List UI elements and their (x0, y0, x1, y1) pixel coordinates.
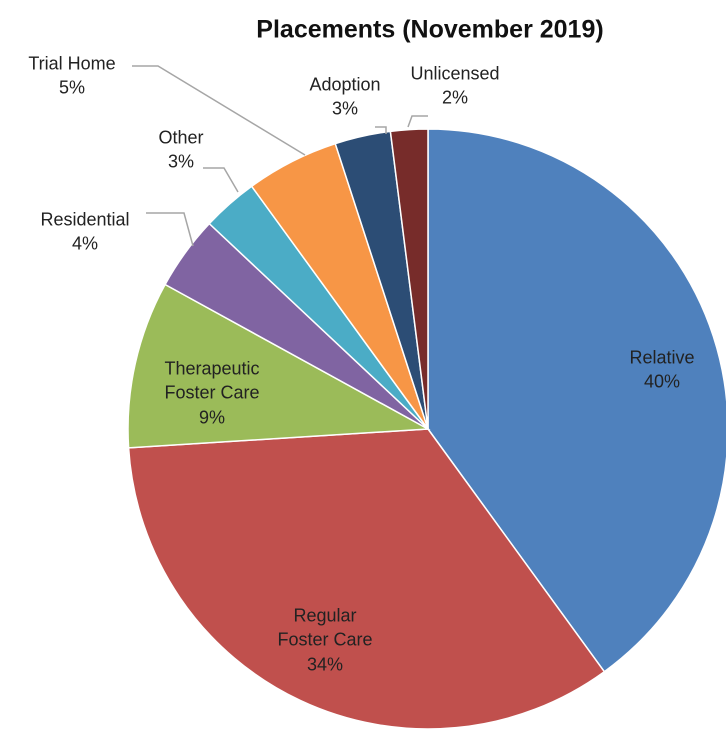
category-label: Unlicensed (410, 63, 500, 84)
value-label: 2% (441, 88, 468, 108)
leader-line (132, 65, 306, 156)
slice-label: Adoption 3% (309, 73, 380, 122)
category-label: Residential (40, 209, 130, 230)
slice-label: Other 3% (158, 126, 203, 175)
value-label: 9% (198, 407, 225, 428)
category-label: Trial Home (28, 53, 116, 74)
pie-slice (127, 428, 606, 730)
category-label: Regular Foster Care (277, 605, 373, 650)
pie-slice (427, 128, 726, 673)
value-label: 3% (167, 152, 194, 172)
slice-label: Residential 4% (40, 208, 129, 257)
slice-label: Trial Home 5% (28, 52, 115, 101)
leader-line (146, 212, 194, 247)
slice-label: Unlicensed 2% (410, 62, 499, 111)
value-label: 3% (331, 99, 358, 119)
category-label: Other (158, 127, 204, 148)
value-label: 5% (58, 78, 86, 98)
chart-title: Placements (November 2019) (256, 15, 604, 44)
value-label: 40% (643, 372, 681, 392)
slice-label: Regular Foster Care 34% (270, 604, 380, 677)
leader-line (375, 126, 387, 134)
leader-line (407, 115, 428, 128)
leader-line (203, 167, 239, 193)
category-label: Relative (629, 347, 695, 368)
pie-slice (389, 128, 429, 430)
slice-label: Therapeutic Foster Care 9% (155, 357, 270, 430)
category-label: Therapeutic Foster Care (164, 358, 260, 403)
slice-label: Relative 40% (629, 346, 694, 395)
value-label: 4% (71, 234, 98, 254)
category-label: Adoption (309, 74, 381, 95)
pie-slice (127, 283, 431, 449)
value-label: 34% (306, 654, 344, 675)
